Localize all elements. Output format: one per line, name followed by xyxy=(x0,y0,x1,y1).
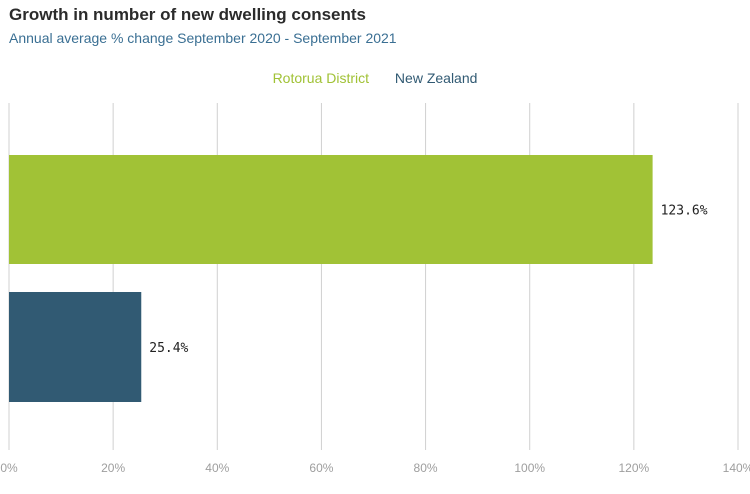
x-tick-label: 100% xyxy=(514,461,545,475)
chart-title: Growth in number of new dwelling consent… xyxy=(9,5,367,24)
x-tick-label: 0% xyxy=(0,461,18,475)
chart-subtitle: Annual average % change September 2020 -… xyxy=(9,30,397,46)
x-tick-label: 120% xyxy=(619,461,650,475)
legend-item-new-zealand: New Zealand xyxy=(394,70,478,86)
legend-item-rotorua: Rotorua District xyxy=(272,70,370,86)
x-tick-label: 20% xyxy=(101,461,125,475)
bar-rotorua-district xyxy=(9,155,653,264)
bar-value-label: 123.6% xyxy=(661,204,708,219)
x-tick-label: 40% xyxy=(205,461,229,475)
x-tick-label: 140% xyxy=(723,461,750,475)
legend: Rotorua District New Zealand xyxy=(0,70,750,86)
x-tick-label: 60% xyxy=(309,461,333,475)
bar-new-zealand xyxy=(9,292,142,402)
bar-value-label: 25.4% xyxy=(149,341,188,356)
x-tick-label: 80% xyxy=(414,461,438,475)
